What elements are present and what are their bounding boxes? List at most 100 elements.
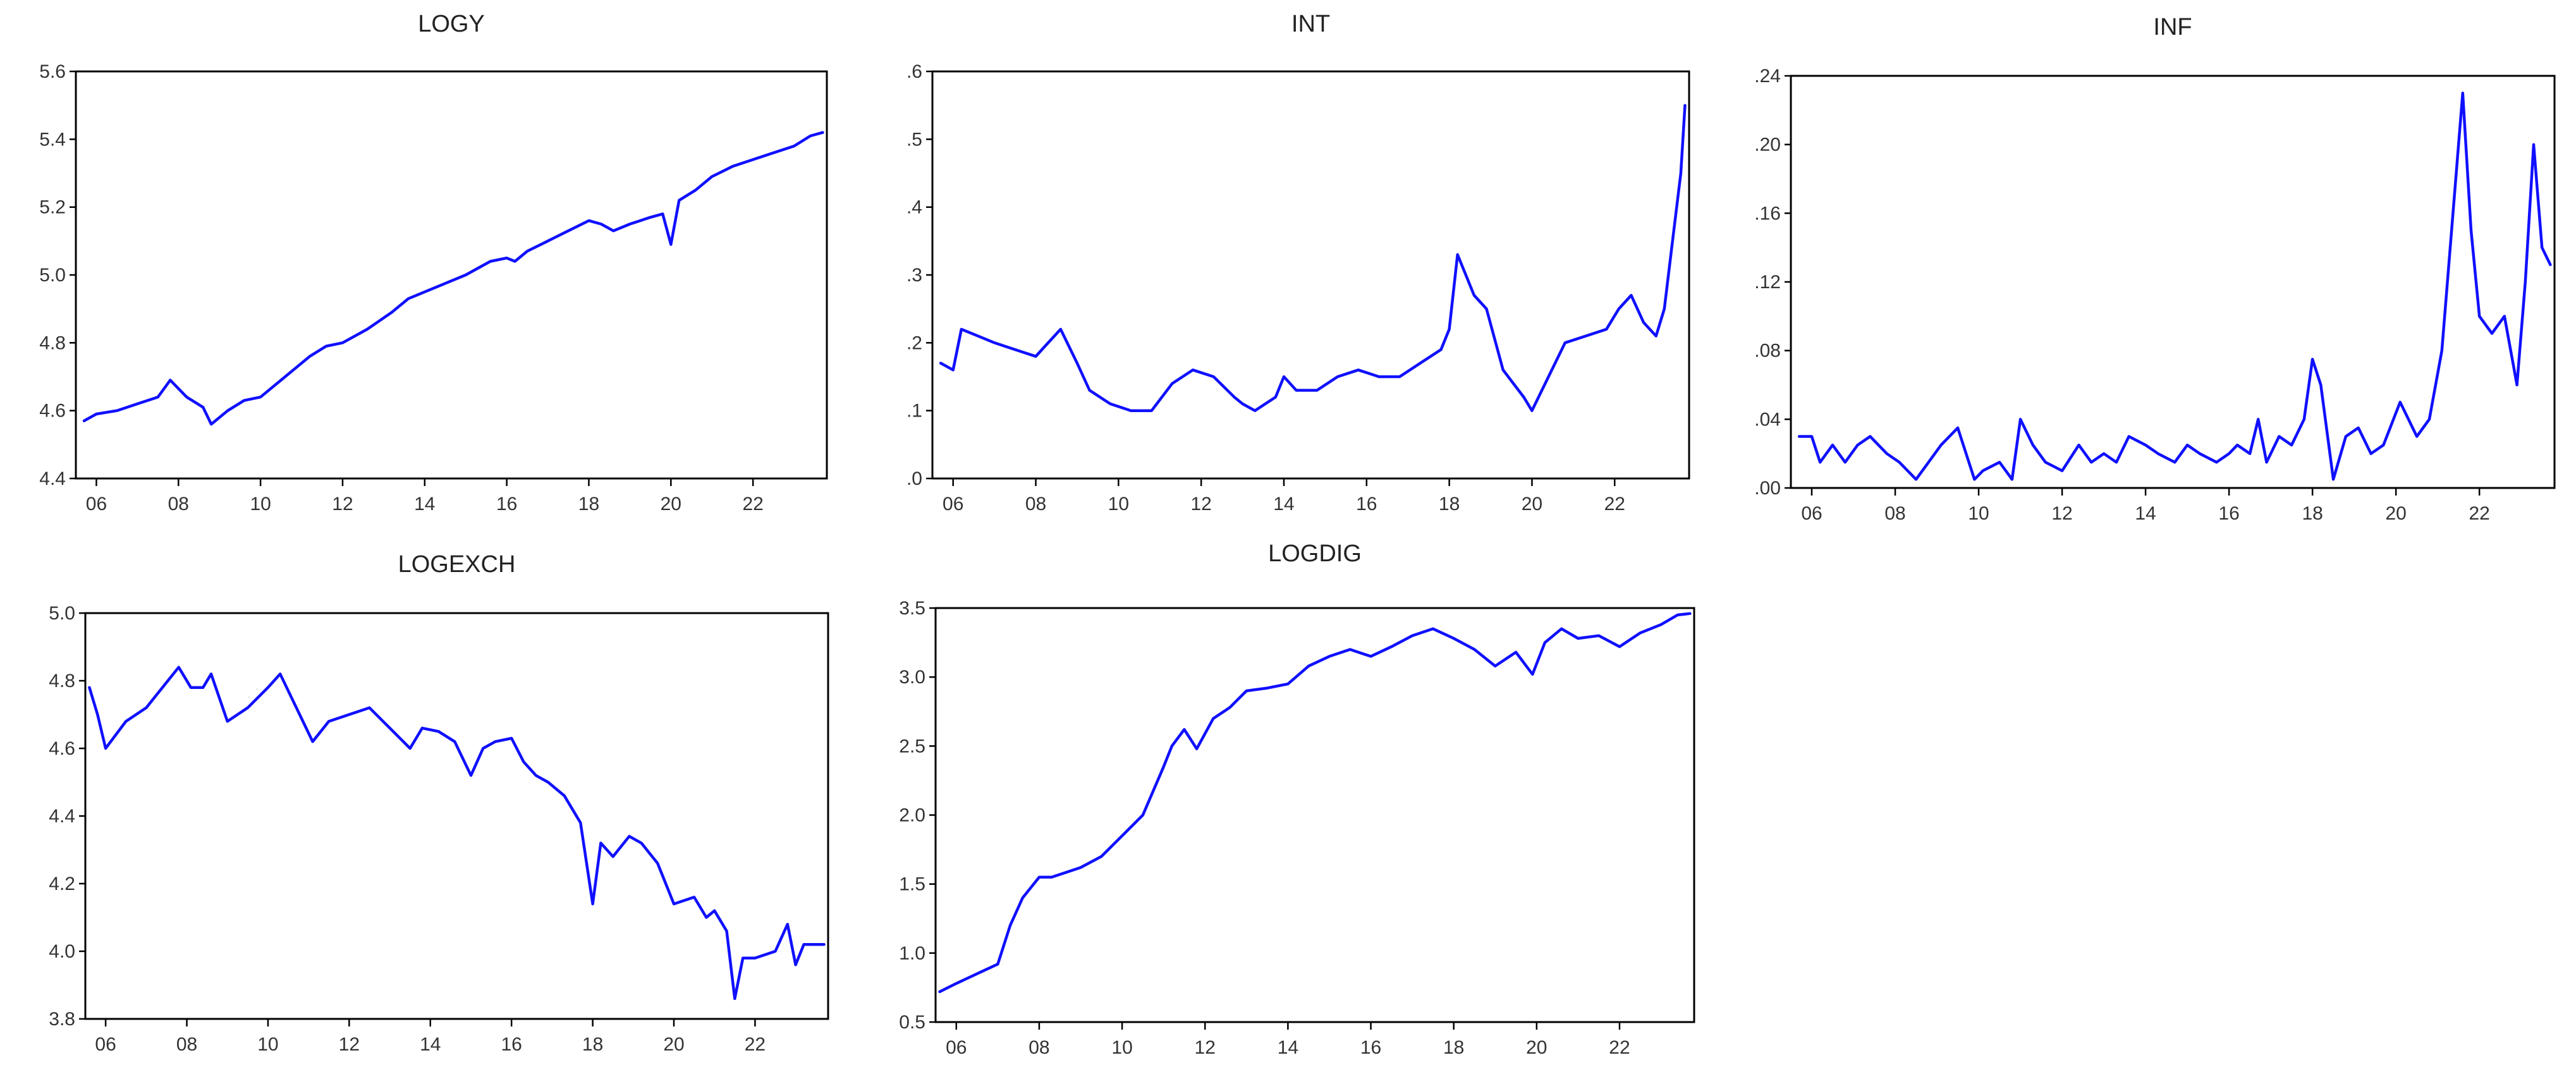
logexch-x-tick-label: 22 xyxy=(745,1034,766,1055)
logdig-y-tick-label: 3.5 xyxy=(899,598,925,619)
logexch-chart-title: LOGEXCH xyxy=(398,551,516,578)
int-chart: INT .0 .1 .2 .3 .4 .5 .6 06 08 10 12 14 16 18 20 22 xyxy=(906,11,1690,515)
logy-y-tick-label: 5.0 xyxy=(39,265,66,286)
logy-x-tick-label: 16 xyxy=(496,494,517,515)
logy-series-line xyxy=(82,131,824,426)
logexch-y-tick-label: 5.0 xyxy=(49,603,75,624)
int-chart-title: INT xyxy=(1291,11,1330,37)
int-y-tick-label: .2 xyxy=(906,332,922,353)
logy-chart: LOGY 4.4 4.6 4.8 5.0 5.2 5.4 5.6 06 08 10 12 14 16 18 2… xyxy=(39,11,828,515)
logy-x-tick-label: 18 xyxy=(578,494,599,515)
logy-chart-title: LOGY xyxy=(418,11,485,37)
logexch-x-tick-label: 08 xyxy=(176,1034,197,1055)
logexch-x-tick-label: 20 xyxy=(663,1034,684,1055)
logdig-x-tick-label: 18 xyxy=(1443,1037,1464,1058)
int-x-tick-label: 12 xyxy=(1190,494,1211,515)
inf-chart: INF .00 .04 .08 .12 .16 .20 .24 06 08 10 12 14 16 18 20… xyxy=(1754,14,2556,524)
logexch-x-tick-label: 06 xyxy=(95,1034,116,1055)
int-x-tick-label: 18 xyxy=(1439,494,1460,515)
inf-x-tick-label: 14 xyxy=(2135,503,2156,524)
logexch-plot-frame xyxy=(84,612,829,1020)
logexch-chart: LOGEXCH 3.8 4.0 4.2 4.4 4.6 4.8 5.0 06 08 10 12 14 16… xyxy=(49,551,829,1055)
int-series-line xyxy=(939,104,1687,412)
int-x-tick-label: 22 xyxy=(1604,494,1625,515)
inf-x-tick-label: 06 xyxy=(1801,503,1822,524)
inf-x-tick-label: 10 xyxy=(1968,503,1989,524)
inf-x-tick-label: 20 xyxy=(2385,503,2406,524)
inf-chart-title: INF xyxy=(2153,14,2192,40)
inf-y-tick-label: .20 xyxy=(1754,135,1781,155)
logdig-y-tick-label: 3.0 xyxy=(899,667,925,688)
int-x-tick-label: 14 xyxy=(1273,494,1294,515)
inf-x-tick-label: 18 xyxy=(2302,503,2323,524)
int-x-tick-label: 10 xyxy=(1108,494,1129,515)
logdig-x-tick-label: 20 xyxy=(1526,1037,1547,1058)
logy-x-tick-label: 10 xyxy=(250,494,271,515)
inf-x-tick-label: 16 xyxy=(2218,503,2239,524)
logdig-y-tick-label: 2.0 xyxy=(899,805,925,826)
logdig-x-tick-label: 14 xyxy=(1278,1037,1298,1058)
inf-x-tick-label: 08 xyxy=(1884,503,1905,524)
logdig-x-tick-label: 10 xyxy=(1111,1037,1132,1058)
logexch-x-tick-label: 12 xyxy=(339,1034,360,1055)
int-y-tick-label: .1 xyxy=(906,401,922,422)
int-x-tick-label: 16 xyxy=(1356,494,1377,515)
logdig-x-tick-label: 06 xyxy=(946,1037,967,1058)
logy-x-tick-label: 12 xyxy=(332,494,353,515)
inf-y-tick-label: .08 xyxy=(1754,341,1781,362)
logdig-x-tick-label: 22 xyxy=(1609,1037,1630,1058)
int-x-tick-label: 06 xyxy=(943,494,963,515)
logexch-y-tick-label: 4.8 xyxy=(49,671,75,691)
logexch-x-tick-label: 10 xyxy=(257,1034,278,1055)
int-plot-frame xyxy=(931,70,1690,480)
logy-x-tick-label: 08 xyxy=(168,494,189,515)
logy-y-tick-label: 4.6 xyxy=(39,401,66,422)
logdig-y-tick-label: 0.5 xyxy=(899,1012,925,1033)
logdig-x-tick-label: 08 xyxy=(1029,1037,1049,1058)
logexch-y-tick-label: 4.4 xyxy=(49,806,75,827)
int-y-tick-label: .5 xyxy=(906,129,922,150)
logdig-y-tick-label: 1.0 xyxy=(899,943,925,964)
logdig-series-line xyxy=(938,612,1692,994)
logdig-x-tick-label: 16 xyxy=(1360,1037,1381,1058)
inf-y-tick-label: .04 xyxy=(1754,409,1781,430)
logy-y-tick-label: 5.4 xyxy=(39,129,66,150)
logdig-y-tick-label: 2.5 xyxy=(899,736,925,757)
logdig-chart: LOGDIG 0.5 1.0 1.5 2.0 2.5 3.0 3.5 06 08 10 12 14 16 1… xyxy=(899,540,1695,1058)
logexch-series-line xyxy=(88,666,826,1001)
logy-y-tick-label: 4.4 xyxy=(39,468,66,489)
logy-x-tick-label: 06 xyxy=(86,494,107,515)
int-y-tick-label: .0 xyxy=(906,468,922,489)
logexch-x-tick-label: 16 xyxy=(501,1034,522,1055)
int-x-tick-label: 08 xyxy=(1025,494,1046,515)
inf-y-tick-label: .16 xyxy=(1754,203,1781,224)
logy-y-tick-label: 5.2 xyxy=(39,197,66,218)
logexch-x-tick-label: 14 xyxy=(420,1034,441,1055)
logy-plot-frame xyxy=(75,70,828,480)
int-y-tick-label: .6 xyxy=(906,61,922,82)
logexch-x-tick-label: 18 xyxy=(582,1034,603,1055)
logy-x-tick-label: 20 xyxy=(661,494,681,515)
inf-y-tick-label: .12 xyxy=(1754,272,1781,293)
logexch-y-tick-label: 3.8 xyxy=(49,1009,75,1030)
logy-y-tick-label: 5.6 xyxy=(39,61,66,82)
int-y-tick-label: .3 xyxy=(906,265,922,286)
logdig-x-tick-label: 12 xyxy=(1195,1037,1216,1058)
logy-x-tick-label: 22 xyxy=(742,494,763,515)
inf-x-tick-label: 12 xyxy=(2051,503,2072,524)
logy-x-tick-label: 14 xyxy=(414,494,435,515)
logy-y-tick-label: 4.8 xyxy=(39,332,66,353)
inf-x-tick-label: 22 xyxy=(2469,503,2489,524)
logdig-y-tick-label: 1.5 xyxy=(899,874,925,895)
int-x-tick-label: 20 xyxy=(1522,494,1542,515)
inf-series-line xyxy=(1797,91,2552,481)
logdig-plot-frame xyxy=(934,607,1695,1023)
logexch-y-tick-label: 4.6 xyxy=(49,738,75,759)
inf-y-tick-label: .24 xyxy=(1754,66,1781,87)
logexch-y-tick-label: 4.2 xyxy=(49,874,75,894)
inf-y-tick-label: .00 xyxy=(1754,478,1781,499)
logexch-y-tick-label: 4.0 xyxy=(49,941,75,962)
int-y-tick-label: .4 xyxy=(906,197,922,218)
